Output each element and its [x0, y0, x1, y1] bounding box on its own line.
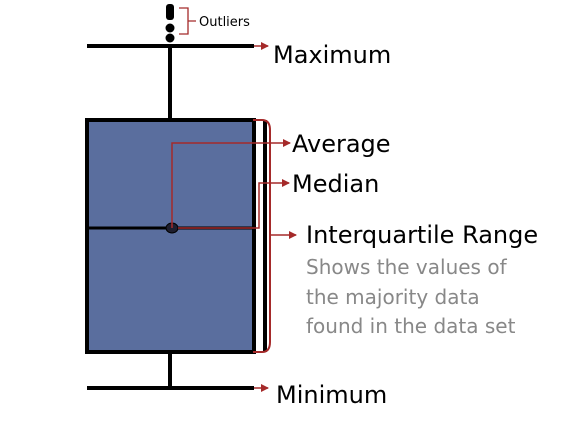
median-arrow	[178, 179, 290, 229]
outlier-point-middle	[165, 23, 175, 33]
iqr-description-line-3: found in the data set	[306, 314, 516, 338]
outlier-points	[165, 4, 175, 43]
outlier-point-bottom	[165, 33, 175, 43]
outliers-bracket	[179, 7, 196, 35]
outliers-label: Outliers	[199, 15, 250, 30]
iqr-description-line-2: the majority data	[306, 285, 480, 309]
median-label: Median	[292, 170, 379, 198]
average-label: Average	[292, 130, 391, 158]
iqr-description-line-1: Shows the values of	[306, 255, 508, 279]
maximum-label: Maximum	[273, 41, 391, 69]
minimum-label: Minimum	[276, 381, 387, 409]
outlier-point-top	[166, 4, 174, 20]
iqr-label: Interquartile Range	[306, 221, 538, 249]
average-arrow	[171, 139, 291, 228]
iqr-bracket	[253, 119, 271, 353]
iqr-box	[85, 118, 256, 354]
